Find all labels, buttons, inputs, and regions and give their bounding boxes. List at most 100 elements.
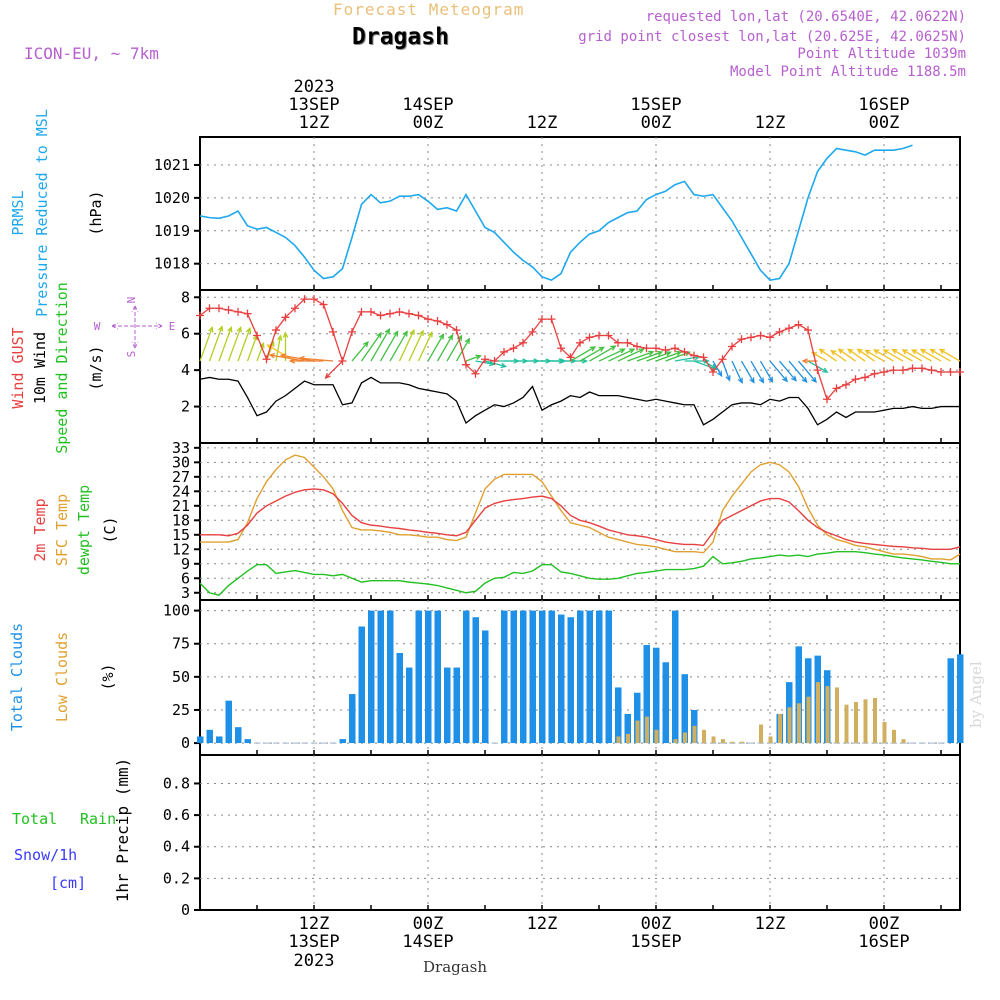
gust-marker [329,327,337,336]
total-cloud-bar [605,610,612,744]
total-cloud-bar [634,692,641,744]
legend-snow-unit: [cm] [50,874,86,892]
wind-direction-arrow [646,351,671,362]
total-cloud-bar [444,667,451,744]
compass-rose [111,305,163,349]
y-tick-label: 15 [172,526,190,544]
low-cloud-axis-title: Low Clouds [53,632,71,722]
gust-marker [880,367,888,376]
low-cloud-bar [778,713,782,744]
compass-north: N [125,297,138,304]
wind-direction-arrow [208,326,223,362]
gust-marker [604,331,613,340]
wind-arrow-head [298,355,305,362]
low-cloud-bar [711,736,716,744]
wind-arrow-head [767,376,774,383]
low-cloud-bar [816,682,820,744]
wind-direction-arrow [370,329,390,362]
dewpt-axis-title: dewpt Temp [75,485,93,575]
total-cloud-bar [339,739,346,744]
y-tick-label: 0.2 [163,869,190,887]
low-cloud-bar [835,687,839,744]
wind-arrow-head [610,345,617,351]
gust-marker [699,353,708,362]
wind-arrow-head [393,330,399,337]
gust-marker [756,331,765,340]
sfc-temp-line [200,454,961,561]
gust-marker [224,306,233,315]
low-cloud-bar [825,686,830,744]
wind-arrow-head [227,326,233,333]
pressure-axis-title: PRMSL [9,190,27,235]
total-cloud-bar [453,667,460,744]
wind-direction-arrow [379,331,399,362]
gust-marker [576,338,584,347]
wind-direction-arrow [389,331,408,362]
gust-marker [766,333,774,342]
low-cloud-bar [854,702,858,744]
total-cloud-bar [472,617,479,744]
total-cloud-bar [558,614,565,744]
gust-marker [471,369,480,378]
station-label: Dragash [423,958,488,976]
wind-direction-arrow [920,348,942,362]
wind-direction-arrow [246,335,258,362]
wind-direction-arrow [436,334,453,362]
low-cloud-bar [806,696,811,744]
top-time-label: 00Z [641,113,672,133]
gust-marker [234,307,242,316]
bottom-date-label: 14SEP [402,932,453,952]
total-cloud-bar [501,610,508,744]
wind-direction-arrow [218,327,232,362]
wind-arrow-head [749,377,755,384]
gust-marker [813,366,822,375]
low-cloud-bar [721,739,725,744]
wind-arrow-head [409,328,415,336]
cloud-unit-label: (%) [99,663,117,690]
gust-marker [842,380,850,389]
total-cloud-bar [235,727,242,744]
wind-direction-arrow [237,328,251,362]
wind-direction-arrow [838,348,856,362]
gust-marker [927,366,936,375]
wind-direction-arrow [759,360,773,383]
wind-arrow-head [864,349,871,355]
low-cloud-bar [730,741,735,744]
gust-marker [728,342,736,351]
y-tick-label: 0 [181,901,190,919]
total-cloud-bar [349,694,356,744]
wind-arrow-head [791,375,797,382]
y-tick-label: 1018 [154,255,190,273]
y-tick-label: 6 [181,325,190,343]
top-date-label: 16SEP [858,95,909,115]
wind-direction-arrow [798,360,817,383]
total-cloud-bar [225,700,232,744]
gust-marker [243,309,252,318]
low-cloud-bar [787,707,792,744]
wind-direction-arrow [360,332,382,362]
wind-direction-arrow [865,349,885,362]
wind-direction-arrow [299,357,334,362]
sfc-temp-axis-title: SFC Temp [53,494,71,566]
wind-direction-arrow [627,351,654,362]
bottom-time-label: 12Z [755,914,786,934]
low-cloud-bar [863,699,868,744]
low-cloud-bar [645,716,649,744]
wind-arrow-head [363,340,369,348]
low-cloud-bar [797,703,801,744]
point-altitude: Point Altitude 1039m [797,46,966,62]
total-cloud-bar [396,652,403,744]
gust-marker [595,331,603,340]
wind-arrow-head [919,348,927,355]
wind-arrow-head [717,370,723,378]
top-time-label: 00Z [413,113,444,133]
gust-marker [253,331,261,340]
wind-direction-arrow [351,341,369,362]
gust-marker [452,326,461,335]
gust-marker [376,311,385,320]
y-tick-label: 9 [181,555,190,573]
bottom-time-label: 00Z [641,914,672,934]
gust-marker [614,338,622,347]
top-date-label: 13SEP [288,95,339,115]
low-cloud-bar [702,729,706,744]
